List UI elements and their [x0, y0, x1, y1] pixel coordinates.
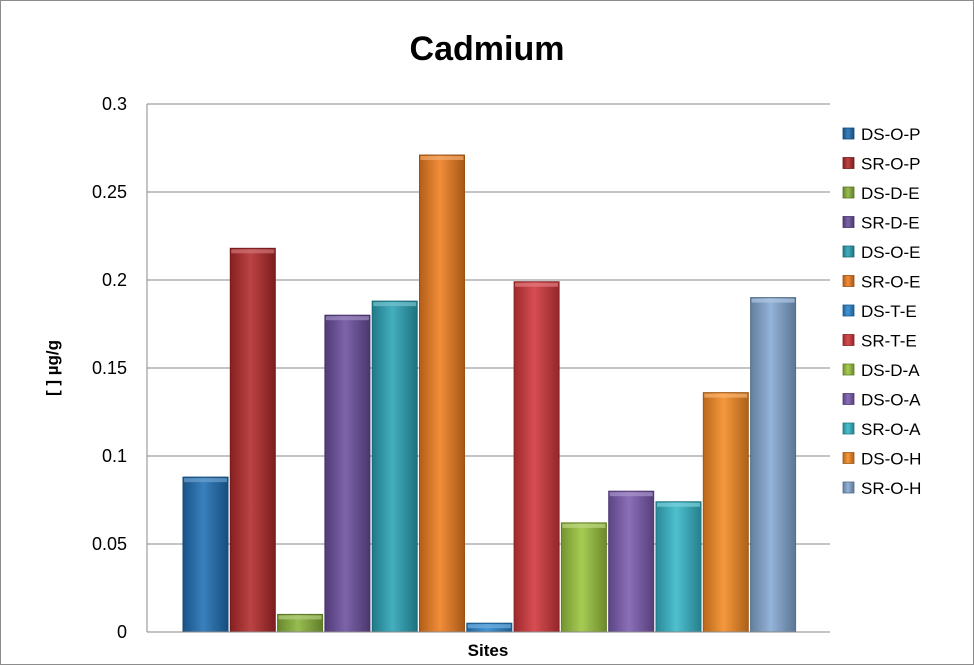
bar-ds-o-a [608, 490, 655, 633]
legend-swatch [842, 275, 855, 287]
legend-swatch [842, 157, 855, 169]
bar-sr-o-e [419, 154, 465, 633]
legend-swatch [842, 334, 855, 346]
bar-highlight [278, 615, 322, 620]
legend: DS-O-P SR-O-P DS-D-E SR-D-E DS-O-E SR-O-E DS-T… [842, 125, 921, 498]
legend-label: SR-O-E [861, 273, 921, 292]
bar-highlight [704, 393, 748, 398]
legend-label: DS-T-E [861, 302, 917, 321]
legend-label: SR-T-E [861, 332, 917, 351]
legend-swatch [842, 127, 855, 140]
bar-ds-o-h [702, 392, 749, 633]
bar-ds-d-a [560, 522, 607, 633]
bar-highlight [231, 249, 275, 254]
legend-swatch [842, 186, 855, 199]
legend-label: DS-O-A [861, 391, 921, 410]
bar-sr-o-a [655, 501, 702, 633]
bar-sr-o-h [750, 297, 797, 633]
bars [182, 154, 797, 633]
y-tick-label: 0.3 [102, 94, 127, 114]
legend-swatch [842, 481, 855, 494]
bar-ds-o-e [371, 300, 418, 633]
legend-label: SR-O-A [861, 420, 921, 439]
bar-highlight [609, 492, 653, 497]
legend-label: DS-O-P [861, 125, 921, 144]
bar-highlight [467, 624, 511, 629]
legend-swatch [842, 245, 855, 258]
x-axis-label: Sites [468, 641, 509, 660]
legend-swatch [842, 422, 855, 435]
bar-highlight [184, 478, 227, 483]
legend-swatch [842, 452, 855, 464]
legend-label: DS-O-E [861, 243, 921, 262]
legend-label: SR-O-P [861, 155, 921, 174]
bar-highlight [751, 298, 795, 303]
legend-label: SR-O-H [861, 479, 921, 498]
bar-highlight [325, 316, 369, 321]
legend-swatch [842, 363, 855, 376]
y-axis-ticks: 0 0.05 0.1 0.15 0.2 0.25 0.3 [92, 94, 127, 642]
y-tick-label: 0.1 [102, 446, 127, 466]
bar-sr-o-p [229, 247, 276, 633]
bar-sr-d-e [324, 314, 371, 633]
legend-label: DS-D-E [861, 184, 920, 203]
y-tick-label: 0.2 [102, 270, 127, 290]
bar-highlight [420, 156, 464, 161]
y-axis-label: [ ] µg/g [43, 340, 62, 396]
bar-highlight [515, 282, 559, 287]
bar-ds-o-p [182, 476, 229, 633]
legend-label: SR-D-E [861, 214, 920, 233]
legend-swatch [842, 393, 855, 405]
chart-title: Cadmium [410, 30, 565, 68]
bar-highlight [657, 502, 700, 507]
y-tick-label: 0 [117, 622, 127, 642]
bar-highlight [373, 302, 417, 307]
bar-sr-t-e [513, 281, 560, 633]
y-tick-label: 0.25 [92, 182, 127, 202]
legend-swatch [842, 216, 855, 228]
y-tick-label: 0.15 [92, 358, 127, 378]
legend-label: DS-O-H [861, 450, 921, 469]
legend-swatch [842, 304, 855, 317]
bar-highlight [562, 523, 606, 528]
legend-label: DS-D-A [861, 361, 920, 380]
y-tick-label: 0.05 [92, 534, 127, 554]
